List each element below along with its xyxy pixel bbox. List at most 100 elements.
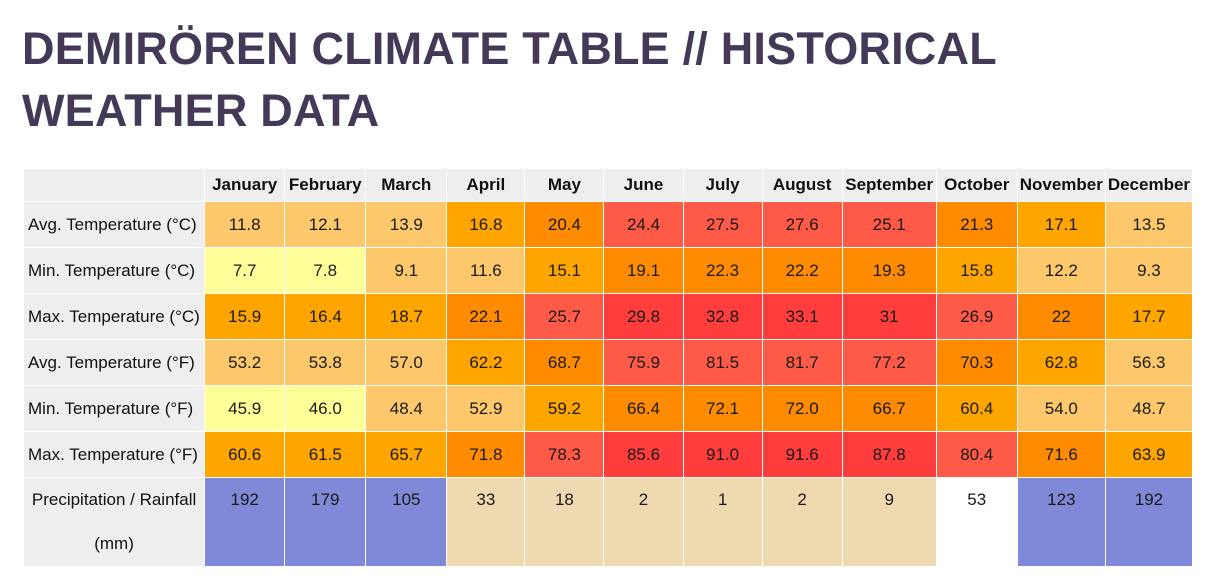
table-row: Min. Temperature (°F) 45.9 46.0 48.4 52.9 59.… [22, 385, 1194, 432]
table-cell: 15.1 [524, 247, 605, 294]
table-cell: 179 [284, 477, 367, 567]
table-cell: 17.7 [1104, 293, 1194, 340]
table-cell: 68.7 [524, 339, 605, 386]
month-header: March [365, 168, 448, 202]
page-title: DEMIRÖREN CLIMATE TABLE // HISTORICAL WE… [22, 23, 997, 136]
table-cell: 81.5 [682, 339, 763, 386]
table-row: Min. Temperature (°C) 7.7 7.8 9.1 11.6 15.1 19… [22, 247, 1194, 294]
table-cell: 81.7 [761, 339, 843, 386]
table-cell: 13.9 [365, 201, 448, 248]
table-cell: 105 [365, 477, 448, 567]
table-cell: 66.7 [841, 385, 937, 432]
table-cell: 29.8 [603, 293, 684, 340]
row-label: Avg. Temperature (°C) [22, 201, 206, 248]
table-cell: 15.8 [935, 247, 1018, 294]
table-cell: 192 [204, 477, 286, 567]
table-cell: 19.1 [603, 247, 684, 294]
month-header: February [284, 168, 367, 202]
table-cell: 19.3 [841, 247, 937, 294]
row-label: Avg. Temperature (°F) [22, 339, 206, 386]
table-cell: 27.5 [682, 201, 763, 248]
table-cell: 16.8 [446, 201, 526, 248]
table-cell: 59.2 [524, 385, 605, 432]
table-cell: 22.1 [446, 293, 526, 340]
table-cell: 56.3 [1104, 339, 1194, 386]
table-cell: 57.0 [365, 339, 448, 386]
climate-table: January February March April May June Ju… [22, 168, 1194, 567]
table-cell: 61.5 [284, 431, 367, 478]
table-cell: 62.2 [446, 339, 526, 386]
table-cell: 9.3 [1104, 247, 1194, 294]
table-cell: 53.8 [284, 339, 367, 386]
table-cell: 1 [682, 477, 763, 567]
table-cell: 72.0 [761, 385, 843, 432]
table-cell: 192 [1104, 477, 1194, 567]
table-cell: 16.4 [284, 293, 367, 340]
table-cell: 33.1 [761, 293, 843, 340]
month-header: June [603, 168, 684, 202]
table-cell: 60.4 [935, 385, 1018, 432]
table-cell: 63.9 [1104, 431, 1194, 478]
table-row-precipitation: Precipitation / Rainfall (mm) 192 179 105 33… [22, 477, 1194, 567]
table-cell: 9 [841, 477, 937, 567]
table-cell: 2 [761, 477, 843, 567]
table-cell: 11.8 [204, 201, 286, 248]
table-cell: 7.8 [284, 247, 367, 294]
table-cell: 24.4 [603, 201, 684, 248]
table-header-row: January February March April May June Ju… [22, 168, 1194, 202]
table-cell: 12.2 [1016, 247, 1106, 294]
table-cell: 27.6 [761, 201, 843, 248]
month-header: September [841, 168, 937, 202]
table-cell: 22 [1016, 293, 1106, 340]
table-cell: 48.7 [1104, 385, 1194, 432]
table-cell: 18.7 [365, 293, 448, 340]
table-cell: 54.0 [1016, 385, 1106, 432]
table-cell: 32.8 [682, 293, 763, 340]
table-cell: 91.0 [682, 431, 763, 478]
table-row: Avg. Temperature (°C) 11.8 12.1 13.9 16.8 20.… [22, 201, 1194, 248]
table-cell: 75.9 [603, 339, 684, 386]
table-cell: 18 [524, 477, 605, 567]
table-cell: 71.8 [446, 431, 526, 478]
row-label: Max. Temperature (°C) [22, 293, 206, 340]
month-header: October [935, 168, 1018, 202]
table-cell: 60.6 [204, 431, 286, 478]
month-header: November [1016, 168, 1106, 202]
month-header: July [682, 168, 763, 202]
table-corner-cell [22, 168, 206, 202]
table-cell: 25.7 [524, 293, 605, 340]
month-header: April [446, 168, 526, 202]
table-cell: 12.1 [284, 201, 367, 248]
table-cell: 66.4 [603, 385, 684, 432]
table-cell: 91.6 [761, 431, 843, 478]
table-cell: 53.2 [204, 339, 286, 386]
table-cell: 77.2 [841, 339, 937, 386]
table-cell: 31 [841, 293, 937, 340]
table-cell: 7.7 [204, 247, 286, 294]
row-label: Max. Temperature (°F) [22, 431, 206, 478]
table-cell: 72.1 [682, 385, 763, 432]
table-cell: 87.8 [841, 431, 937, 478]
month-header: December [1104, 168, 1194, 202]
table-cell: 25.1 [841, 201, 937, 248]
table-cell: 22.2 [761, 247, 843, 294]
table-cell: 15.9 [204, 293, 286, 340]
table-cell: 52.9 [446, 385, 526, 432]
table-cell: 62.8 [1016, 339, 1106, 386]
table-cell: 13.5 [1104, 201, 1194, 248]
table-cell: 71.6 [1016, 431, 1106, 478]
table-cell: 70.3 [935, 339, 1018, 386]
month-header: January [204, 168, 286, 202]
table-cell: 45.9 [204, 385, 286, 432]
table-cell: 33 [446, 477, 526, 567]
table-cell: 26.9 [935, 293, 1018, 340]
row-label: Min. Temperature (°F) [22, 385, 206, 432]
table-cell: 65.7 [365, 431, 448, 478]
table-cell: 11.6 [446, 247, 526, 294]
month-header: May [524, 168, 605, 202]
table-cell: 20.4 [524, 201, 605, 248]
table-row: Avg. Temperature (°F) 53.2 53.8 57.0 62.2 68.… [22, 339, 1194, 386]
table-cell: 123 [1016, 477, 1106, 567]
table-cell: 80.4 [935, 431, 1018, 478]
